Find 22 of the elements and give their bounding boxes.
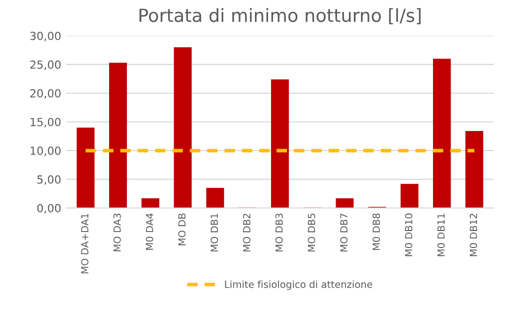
legend-label: Limite fisiologico di attenzione (225, 280, 372, 290)
x-tick-label: M0 DB12 (470, 214, 478, 256)
x-tick-label: M0 DA4 (146, 213, 154, 250)
x-tick-label: MO DB1 (210, 214, 218, 252)
y-tick-label: 0,00 (37, 204, 61, 214)
x-tick-label: MO DB3 (275, 214, 283, 252)
x-tick-label: MO DB (178, 214, 186, 246)
x-tick-label: MO DA+DA1 (81, 214, 88, 274)
chart-title: Portata di minimo notturno [l/s] (140, 8, 421, 24)
x-tick-label: M0 DB11 (437, 214, 445, 256)
x-tick-label: MO DA3 (113, 214, 121, 252)
x-tick-label: MO DB2 (243, 214, 250, 252)
y-tick-label: 15,00 (30, 118, 61, 128)
x-tick-label: M0 DB8 (372, 214, 380, 250)
y-tick-label: 30,00 (30, 32, 61, 42)
y-tick-label: 20,00 (30, 89, 61, 99)
y-tick-label: 5,00 (37, 175, 61, 185)
y-tick-label: 10,00 (30, 146, 61, 156)
x-tick-label: MO DB7 (340, 214, 348, 252)
y-tick-label: 25,00 (30, 60, 61, 70)
x-tick-label: M0 DB10 (404, 214, 412, 256)
x-tick-label: MO DB5 (308, 214, 316, 252)
